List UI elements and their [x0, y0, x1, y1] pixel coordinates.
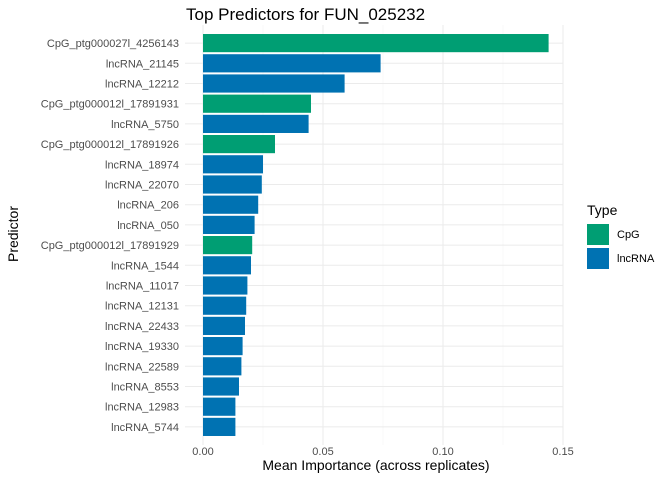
- legend-swatch: [587, 248, 609, 269]
- bar: [203, 74, 345, 93]
- x-tick-label: 0.15: [552, 446, 573, 458]
- bar: [203, 94, 311, 113]
- legend-label: CpG: [617, 229, 640, 241]
- bar: [203, 357, 242, 376]
- bar: [203, 54, 381, 73]
- bar: [203, 155, 263, 174]
- bar: [203, 377, 239, 396]
- bar: [203, 236, 253, 255]
- legend-label: lncRNA: [617, 253, 655, 265]
- y-tick-label: lncRNA_5750: [111, 119, 179, 131]
- y-tick-label: lncRNA_22070: [105, 180, 179, 192]
- y-tick-label: lncRNA_12212: [105, 79, 179, 91]
- y-axis-title: Predictor: [5, 206, 21, 262]
- y-tick-label: lncRNA_11017: [106, 281, 179, 293]
- y-tick-label: CpG_ptg000027l_4256143: [47, 38, 179, 50]
- legend-title: Type: [587, 202, 618, 218]
- y-tick-label: lncRNA_22589: [105, 361, 179, 373]
- y-tick-labels: CpG_ptg000027l_4256143 lncRNA_21145 lncRNA…: [41, 38, 179, 434]
- x-tick-labels: 0.00 0.05 0.10 0.15: [192, 446, 573, 458]
- y-tick-label: lncRNA_22433: [105, 321, 179, 333]
- y-tick-label: CpG_ptg000012l_17891931: [41, 99, 179, 111]
- y-tick-label: lncRNA_12131: [105, 301, 179, 313]
- bar: [203, 316, 245, 335]
- legend-swatch: [587, 224, 609, 245]
- y-tick-label: CpG_ptg000012l_17891926: [41, 139, 179, 151]
- y-tick-label: lncRNA_18974: [105, 159, 179, 171]
- x-axis-title: Mean Importance (across replicates): [262, 457, 489, 473]
- y-tick-label: lncRNA_1544: [111, 260, 179, 272]
- bar: [203, 135, 275, 154]
- y-tick-label: lncRNA_206: [117, 200, 179, 212]
- bar: [203, 276, 248, 295]
- x-tick-label: 0.05: [312, 446, 333, 458]
- y-tick-label: lncRNA_12983: [105, 402, 179, 414]
- bar: [203, 256, 251, 275]
- bars: [203, 34, 549, 436]
- x-tick-label: 0.10: [432, 446, 453, 458]
- y-tick-label: lncRNA_8553: [111, 382, 179, 394]
- bar: [203, 417, 236, 436]
- y-tick-label: lncRNA_5744: [111, 422, 179, 434]
- y-tick-label: lncRNA_21145: [106, 58, 179, 70]
- y-tick-label: lncRNA_050: [117, 220, 179, 232]
- chart-title: Top Predictors for FUN_025232: [186, 5, 425, 24]
- bar: [203, 397, 236, 416]
- y-tick-label: CpG_ptg000012l_17891929: [41, 240, 179, 252]
- bar: [203, 175, 262, 194]
- legend: Type CpG lncRNA: [587, 202, 655, 269]
- y-tick-label: lncRNA_19330: [105, 341, 179, 353]
- bar: [203, 215, 255, 234]
- bar: [203, 34, 549, 53]
- bar: [203, 114, 309, 133]
- bar: [203, 195, 259, 214]
- bar: [203, 296, 247, 315]
- bar: [203, 337, 243, 356]
- x-tick-label: 0.00: [192, 446, 213, 458]
